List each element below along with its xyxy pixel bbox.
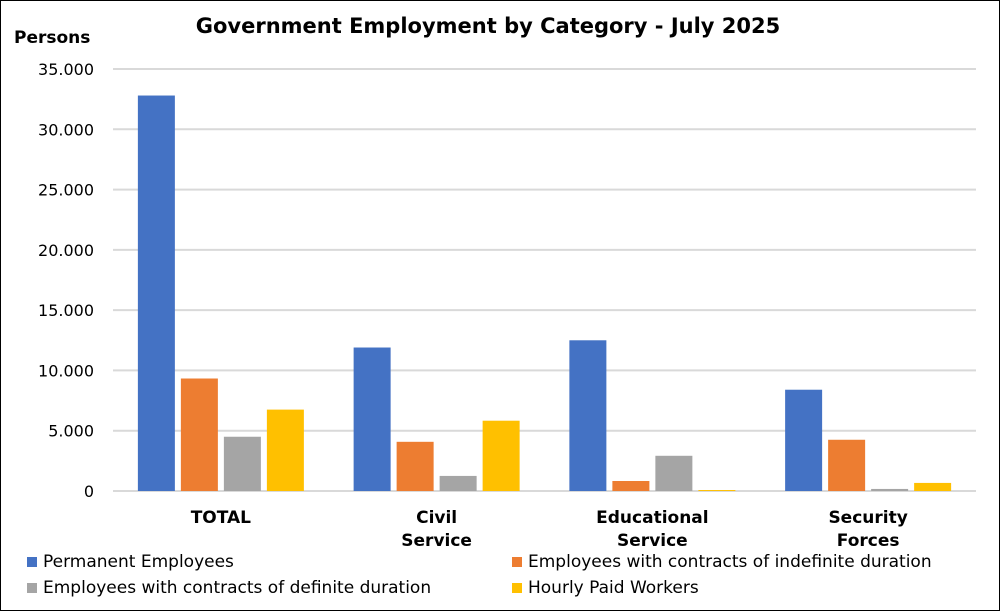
y-tick-label: 35.000: [38, 60, 94, 79]
bar-3-2: [698, 490, 736, 491]
legend-swatch: [27, 583, 37, 593]
bar-3-3: [914, 482, 952, 491]
bar-2-0: [223, 436, 261, 491]
bar-2-3: [871, 488, 909, 491]
bar-2-2: [655, 455, 693, 491]
y-tick-label: 15.000: [38, 301, 94, 320]
x-tick-label: Service: [401, 531, 472, 551]
bar-0-2: [569, 340, 607, 491]
legend-swatch: [512, 583, 522, 593]
legend-label: Permanent Employees: [43, 552, 234, 572]
bar-3-1: [482, 420, 520, 491]
legend-item-definite: Employees with contracts of definite dur…: [27, 578, 431, 598]
y-axis-label: Persons: [14, 28, 90, 48]
bar-1-2: [612, 480, 650, 491]
x-tick-label: Educational: [596, 508, 708, 528]
legend-item-permanent: Permanent Employees: [27, 552, 234, 572]
x-tick-label: Forces: [837, 531, 900, 551]
x-tick-label: Security: [828, 508, 907, 528]
bar-1-3: [828, 439, 866, 491]
x-tick-label: TOTAL: [191, 508, 251, 528]
x-tick-label: Service: [617, 531, 688, 551]
chart-title: Government Employment by Category - July…: [196, 14, 780, 38]
bar-1-1: [396, 441, 434, 491]
bar-0-0: [137, 95, 175, 492]
bar-3-0: [266, 409, 304, 491]
bar-0-1: [353, 347, 391, 491]
bar-0-3: [785, 389, 823, 491]
bar-1-0: [180, 378, 218, 491]
y-tick-label: 30.000: [38, 120, 94, 139]
legend-item-indefinite: Employees with contracts of indefinite d…: [512, 552, 932, 572]
y-tick-label: 20.000: [38, 241, 94, 260]
y-tick-label: 25.000: [38, 181, 94, 200]
y-tick-label: 10.000: [38, 361, 94, 380]
y-tick-label: 0: [84, 482, 94, 501]
legend-label: Employees with contracts of definite dur…: [43, 578, 432, 598]
y-tick-label: 5.000: [48, 422, 94, 441]
bar-2-1: [439, 475, 477, 491]
x-tick-label: Civil: [416, 508, 457, 528]
legend-swatch: [27, 557, 37, 567]
legend-item-hourly: Hourly Paid Workers: [512, 578, 699, 598]
legend-label: Employees with contracts of indefinite d…: [528, 552, 932, 572]
legend-label: Hourly Paid Workers: [528, 578, 699, 598]
legend-swatch: [512, 557, 522, 567]
